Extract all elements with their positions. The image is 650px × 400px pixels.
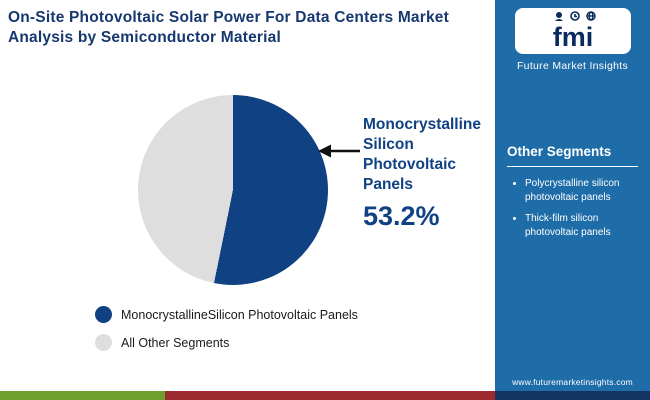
callout-value: 53.2% <box>363 201 440 231</box>
list-item: Thick-film silicon photovoltaic panels <box>525 212 636 240</box>
other-segments-heading: Other Segments <box>507 144 638 167</box>
legend-dot-blue-icon <box>95 306 112 323</box>
stripe-navy <box>495 391 650 400</box>
chart-legend: MonocrystallineSilicon Photovoltaic Pane… <box>95 306 358 351</box>
sidebar: fmi Future Market Insights Other Segment… <box>495 0 650 400</box>
legend-item-monocrystalline: MonocrystallineSilicon Photovoltaic Pane… <box>95 306 358 323</box>
legend-label: MonocrystallineSilicon Photovoltaic Pane… <box>121 307 358 322</box>
person-icon <box>554 12 563 21</box>
callout-line-4: Panels <box>363 176 413 193</box>
legend-label: All Other Segments <box>121 335 230 350</box>
brand-name: Future Market Insights <box>516 60 629 72</box>
other-segments-panel: Other Segments Polycrystalline silicon p… <box>495 144 650 240</box>
stripe-green <box>0 391 165 400</box>
pie-chart <box>138 95 328 285</box>
legend-item-other-segments: All Other Segments <box>95 334 358 351</box>
list-item: Polycrystalline silicon photovoltaic pan… <box>525 177 636 205</box>
callout-arrow <box>318 144 360 158</box>
chart-area: On-Site Photovoltaic Solar Power For Dat… <box>8 9 495 351</box>
clock-icon <box>569 11 580 21</box>
pie-callout: Monocrystalline Silicon Photovoltaic Pan… <box>363 115 495 232</box>
fmi-logo: fmi <box>514 8 631 54</box>
page-title: On-Site Photovoltaic Solar Power For Dat… <box>8 9 449 47</box>
callout-line-2: Silicon <box>363 136 414 153</box>
stripe-red <box>165 391 495 400</box>
website-link[interactable]: www.futuremarketinsights.com <box>512 377 633 387</box>
fmi-logo-icon: fmi <box>552 11 596 52</box>
globe-icon <box>585 11 596 21</box>
other-segments-list: Polycrystalline silicon photovoltaic pan… <box>507 177 638 240</box>
fmi-logo-text: fmi <box>552 22 593 52</box>
callout-line-1: Monocrystalline <box>363 116 481 133</box>
legend-dot-gray-icon <box>95 334 112 351</box>
footer-stripes <box>0 391 650 400</box>
callout-line-3: Photovoltaic <box>363 156 457 173</box>
